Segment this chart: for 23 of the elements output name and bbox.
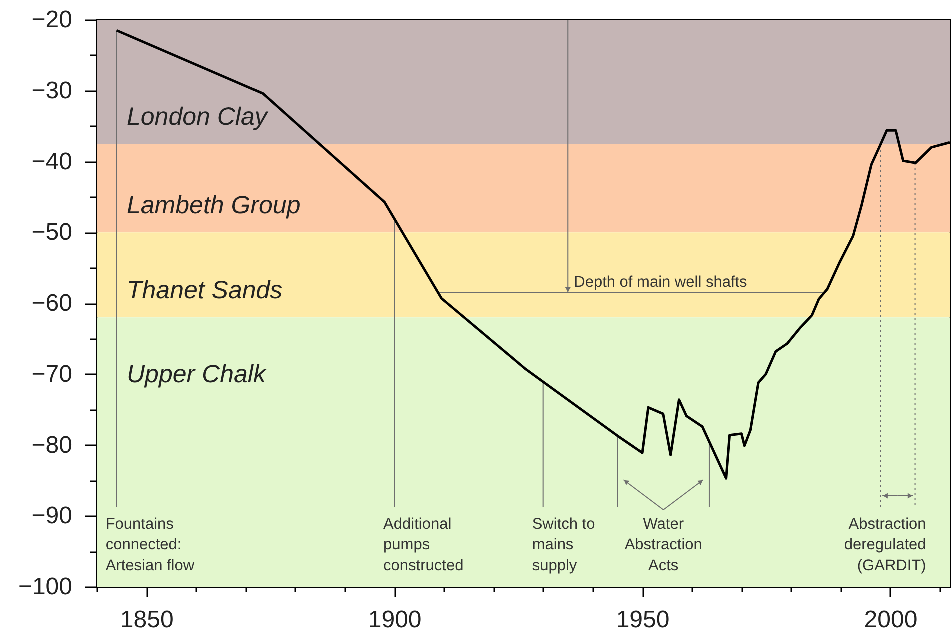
y-tick-label: −50 bbox=[32, 219, 72, 246]
y-tick-label: −60 bbox=[32, 290, 72, 317]
band-label: London Clay bbox=[127, 103, 269, 132]
ref-line-label: Additional pumps constructed bbox=[384, 516, 464, 574]
y-tick-label: −90 bbox=[32, 502, 72, 530]
band-label: Lambeth Group bbox=[127, 192, 301, 220]
annotation: Water Abstraction Acts bbox=[624, 516, 702, 574]
y-tick-label: −30 bbox=[32, 77, 72, 104]
annotation: Abstraction deregulated (GARDIT) bbox=[844, 516, 926, 574]
x-tick-label: 1850 bbox=[120, 606, 174, 634]
ref-line-label: Switch to mains supply bbox=[532, 516, 596, 574]
y-tick-label: −80 bbox=[32, 432, 72, 459]
band-label: Upper Chalk bbox=[127, 360, 268, 389]
ref-line-label: Fountains connected: Artesian flow bbox=[106, 516, 196, 574]
band-label: Thanet Sands bbox=[127, 276, 283, 305]
y-tick-label: −40 bbox=[32, 148, 72, 176]
annotation: Depth of main well shafts bbox=[574, 274, 748, 291]
x-tick-label: 1900 bbox=[368, 606, 422, 634]
y-tick-label: −70 bbox=[32, 360, 72, 388]
y-tick-label: −100 bbox=[18, 574, 72, 600]
x-tick-label: 2000 bbox=[864, 606, 918, 634]
y-tick-label: −20 bbox=[32, 6, 72, 34]
x-tick-label: 1950 bbox=[616, 606, 670, 634]
